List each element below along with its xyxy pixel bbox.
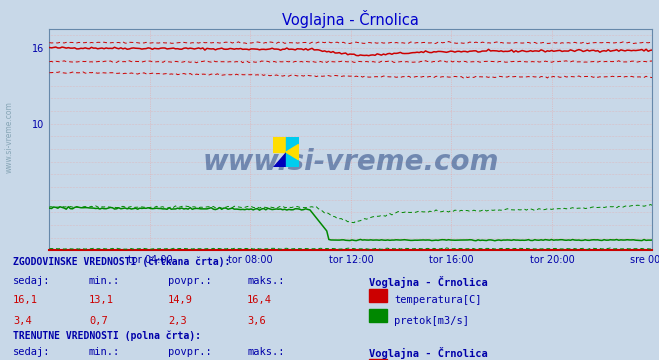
Text: min.:: min.: (89, 347, 120, 357)
Text: Voglajna - Črnolica: Voglajna - Črnolica (369, 347, 488, 359)
Text: sedaj:: sedaj: (13, 276, 51, 286)
Text: ZGODOVINSKE VREDNOSTI (črtkana črta):: ZGODOVINSKE VREDNOSTI (črtkana črta): (13, 256, 231, 267)
Text: Voglajna - Črnolica: Voglajna - Črnolica (369, 276, 488, 288)
Text: 3,6: 3,6 (247, 316, 266, 326)
Bar (369, 359, 387, 360)
Text: www.si-vreme.com: www.si-vreme.com (203, 148, 499, 176)
Text: min.:: min.: (89, 276, 120, 286)
Bar (286, 137, 299, 167)
Text: www.si-vreme.com: www.si-vreme.com (5, 101, 14, 173)
Polygon shape (286, 144, 299, 160)
Text: TRENUTNE VREDNOSTI (polna črta):: TRENUTNE VREDNOSTI (polna črta): (13, 331, 201, 341)
Text: 0,7: 0,7 (89, 316, 107, 326)
Text: 2,3: 2,3 (168, 316, 186, 326)
Bar (273, 137, 286, 152)
Text: 13,1: 13,1 (89, 295, 114, 305)
Text: 14,9: 14,9 (168, 295, 193, 305)
Text: 16,1: 16,1 (13, 295, 38, 305)
Text: maks.:: maks.: (247, 347, 285, 357)
Text: 16,4: 16,4 (247, 295, 272, 305)
Polygon shape (273, 152, 286, 167)
Text: pretok[m3/s]: pretok[m3/s] (394, 316, 469, 326)
Title: Voglajna - Črnolica: Voglajna - Črnolica (283, 10, 419, 28)
Text: temperatura[C]: temperatura[C] (394, 295, 482, 305)
Bar (369, 289, 387, 302)
Text: povpr.:: povpr.: (168, 276, 212, 286)
Text: povpr.:: povpr.: (168, 347, 212, 357)
Bar (369, 309, 387, 322)
Text: 3,4: 3,4 (13, 316, 32, 326)
Text: sedaj:: sedaj: (13, 347, 51, 357)
Text: maks.:: maks.: (247, 276, 285, 286)
